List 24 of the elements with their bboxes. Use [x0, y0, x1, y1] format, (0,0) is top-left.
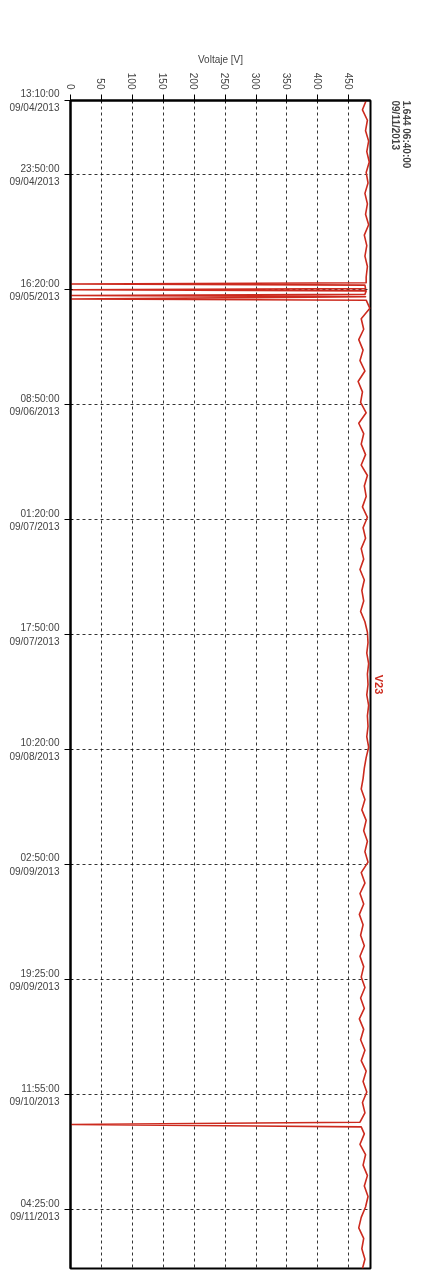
text: V23	[372, 674, 385, 695]
y-tick-label: 04:25:00 09/11/2013	[10, 1197, 60, 1222]
y-tick-label: 11:55:00 09/10/2013	[9, 1082, 60, 1108]
x-tick-label: 50	[95, 78, 107, 90]
x-tick-label: 150	[157, 72, 169, 90]
y-tick-label: 01:20:00 09/07/2013	[9, 507, 60, 532]
y-tick-label: 19:25:00 09/09/2013	[9, 967, 60, 993]
y-tick-label: 23:50:00 09/04/2013	[9, 162, 60, 187]
y-tick-label: 17:50:00 09/07/2013	[9, 622, 60, 647]
y-tick-label: 13:10:00 09/04/2013	[9, 88, 60, 113]
x-tick-label: 250	[219, 72, 231, 90]
x-tick-label: 200	[188, 72, 200, 90]
x-tick-label: 300	[250, 72, 262, 90]
x-tick-label: 350	[280, 72, 292, 90]
y-tick-label: 08:50:00 09/06/2013	[9, 392, 60, 417]
x-tick-label: 100	[126, 72, 138, 90]
x-tick-label: 400	[311, 72, 323, 90]
y-tick-label: 02:50:00 09/09/2013	[9, 852, 60, 877]
text: 1.644 06:40:00 09/11/2013	[389, 100, 412, 169]
y-tick-label: 10:20:00 09/08/2013	[9, 737, 60, 762]
x-tick-label: 0	[64, 83, 76, 90]
x-tick-label: 450	[342, 72, 354, 90]
y-tick-label: 16:20:00 09/05/2013	[9, 277, 60, 302]
x-axis-title: Voltaje [V]	[197, 53, 244, 65]
